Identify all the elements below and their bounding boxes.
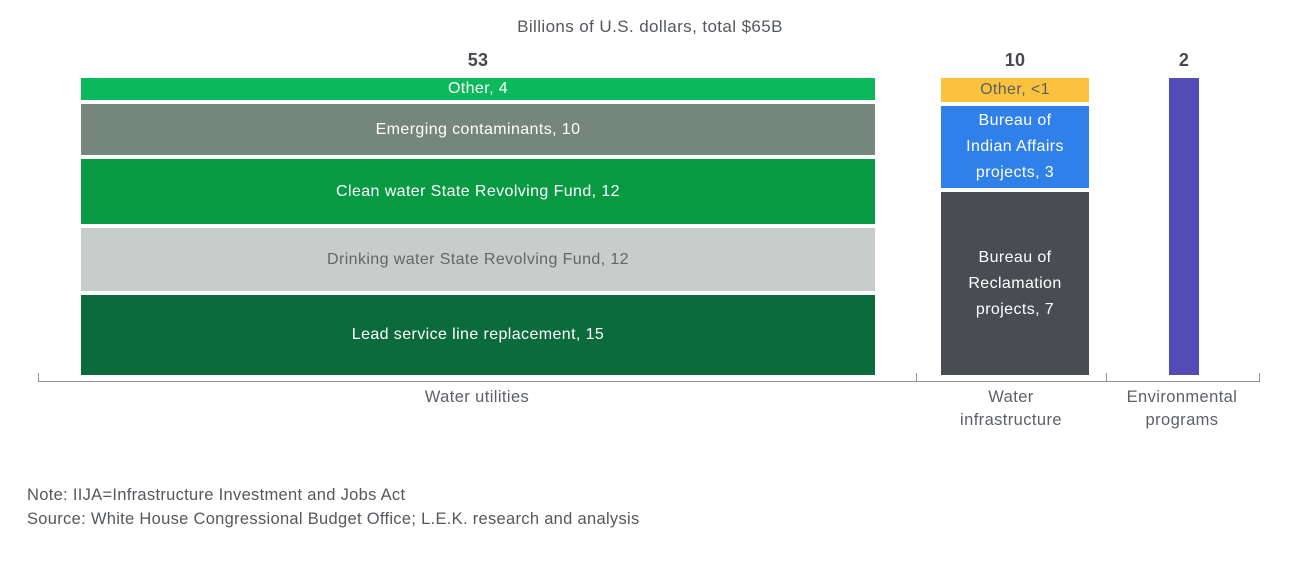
bar-total-environmental-programs: 2 (1178, 50, 1190, 70)
axis-label-water-utilities: Water utilities (424, 388, 530, 406)
segment-label: Emerging contaminants, 10 (375, 120, 581, 138)
segment-environmental-programs-environmental-programs (1169, 78, 1199, 375)
axis-line (38, 381, 1260, 382)
axis-tick-1 (916, 373, 917, 381)
segment-water-utilities-drinking-water-state-revolving-fund: Drinking water State Revolving Fund, 12 (81, 228, 875, 291)
segment-water-utilities-emerging-contaminants: Emerging contaminants, 10 (81, 104, 875, 155)
segment-water-utilities-lead-service-line-replacement: Lead service line replacement, 15 (81, 295, 875, 375)
segment-label: Clean water State Revolving Fund, 12 (336, 182, 620, 200)
chart-title: Billions of U.S. dollars, total $65B (517, 17, 783, 36)
segment-water-infrastructure-bureau-of-reclamation-projects: Bureau of Reclamation projects, 7 (941, 192, 1089, 375)
segment-label: Drinking water State Revolving Fund, 12 (327, 250, 629, 268)
chart-note: Note: IIJA=Infrastructure Investment and… (27, 486, 406, 504)
segment-label: Bureau of Reclamation projects, 7 (968, 248, 1062, 318)
segment-water-utilities-other: Other, 4 (81, 78, 875, 100)
bar-total-water-utilities: 53 (467, 50, 489, 70)
segment-label: Other, <1 (980, 81, 1050, 98)
segment-water-infrastructure-bureau-of-indian-affairs-projects: Bureau of Indian Affairs projects, 3 (941, 106, 1089, 188)
axis-tick-3 (1259, 373, 1260, 381)
segment-water-utilities-clean-water-state-revolving-fund: Clean water State Revolving Fund, 12 (81, 159, 875, 224)
segment-water-infrastructure-other: Other, <1 (941, 78, 1089, 102)
segment-label: Lead service line replacement, 15 (351, 326, 605, 343)
segment-label: Bureau of Indian Affairs projects, 3 (966, 112, 1064, 181)
axis-label-environmental-programs: Environmental programs (1126, 388, 1238, 429)
chart-source: Source: White House Congressional Budget… (27, 510, 640, 528)
bar-total-water-infrastructure: 10 (1004, 50, 1026, 70)
axis-tick-0 (38, 373, 39, 381)
axis-label-water-infrastructure: Water infrastructure (960, 388, 1062, 429)
segment-label: Other, 4 (447, 80, 509, 97)
axis-tick-2 (1106, 373, 1107, 381)
